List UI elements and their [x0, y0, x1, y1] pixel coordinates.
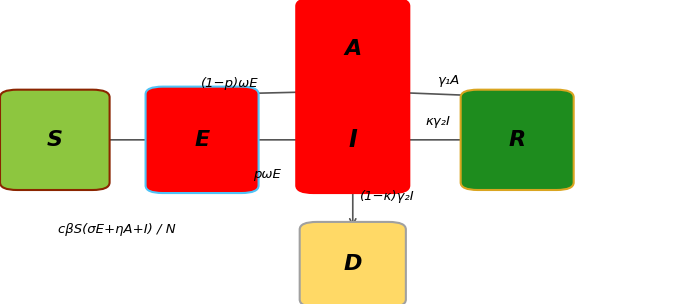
Text: cβS(σE+ηA+I) / N: cβS(σE+ηA+I) / N — [58, 223, 175, 236]
Text: I: I — [349, 128, 357, 152]
Text: γ₁A: γ₁A — [438, 74, 460, 87]
FancyBboxPatch shape — [296, 87, 410, 193]
FancyBboxPatch shape — [460, 90, 573, 190]
Text: R: R — [508, 130, 525, 150]
FancyBboxPatch shape — [300, 222, 406, 304]
FancyBboxPatch shape — [145, 87, 258, 193]
FancyBboxPatch shape — [0, 90, 110, 190]
Text: (1−p)ωE: (1−p)ωE — [201, 77, 258, 90]
Text: A: A — [344, 39, 362, 59]
Text: (1−κ)γ₂I: (1−κ)γ₂I — [360, 190, 414, 202]
Text: pωE: pωE — [253, 168, 281, 181]
Text: κγ₂I: κγ₂I — [426, 115, 451, 128]
Text: D: D — [343, 254, 362, 275]
FancyBboxPatch shape — [296, 0, 410, 99]
Text: S: S — [47, 130, 63, 150]
Text: E: E — [195, 130, 210, 150]
